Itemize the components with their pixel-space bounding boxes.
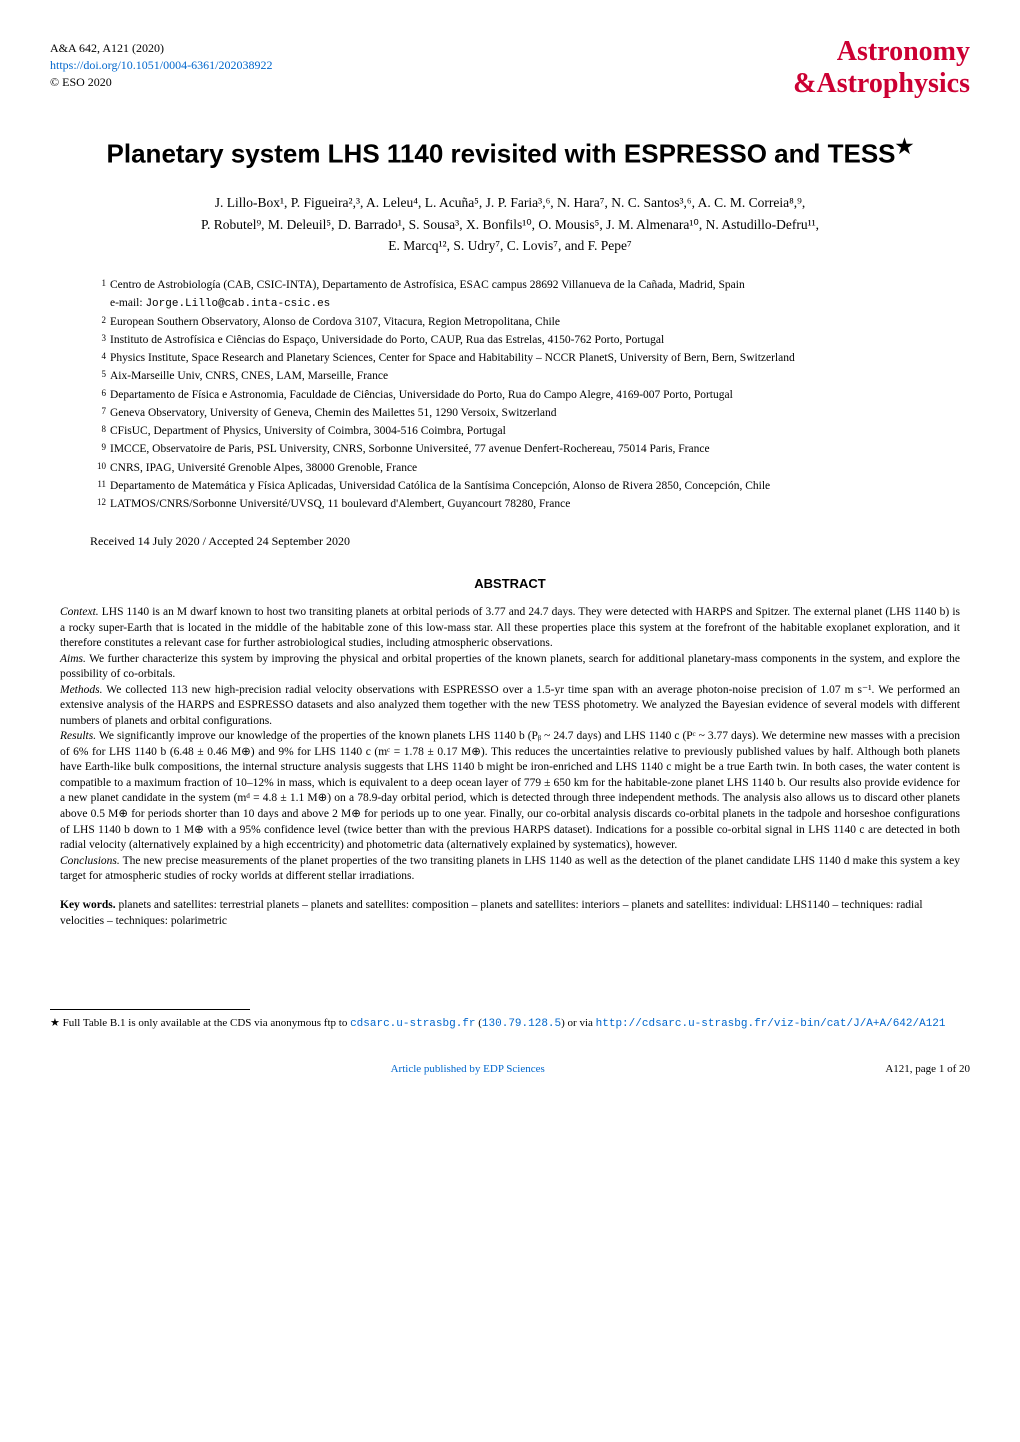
footnote-separator <box>50 1009 250 1010</box>
email-label: e-mail: <box>110 297 145 309</box>
affiliation-number: 12 <box>90 496 106 513</box>
footnote-link-ip[interactable]: 130.79.128.5 <box>482 1018 561 1030</box>
journal-logo: Astronomy &Astrophysics <box>793 40 970 103</box>
affiliation-number: 8 <box>90 423 106 440</box>
affiliation-number: 9 <box>90 441 106 458</box>
logo-top-text: Astronomy <box>837 36 970 67</box>
affiliation-item: 7 Geneva Observatory, University of Gene… <box>90 405 930 422</box>
affiliation-item: 2 European Southern Observatory, Alonso … <box>90 314 930 331</box>
authors-line-2: P. Robutel⁹, M. Deleuil⁵, D. Barrado¹, S… <box>50 214 970 236</box>
affiliation-text: Geneva Observatory, University of Geneva… <box>110 405 930 422</box>
footnote-link-cds[interactable]: cdsarc.u-strasbg.fr <box>350 1018 475 1030</box>
affiliation-item: e-mail: Jorge.Lillo@cab.inta-csic.es <box>90 295 930 313</box>
affiliation-item: 4 Physics Institute, Space Research and … <box>90 350 930 367</box>
authors-block: J. Lillo-Box¹, P. Figueira²,³, A. Leleu⁴… <box>50 192 970 257</box>
affiliation-text: CNRS, IPAG, Université Grenoble Alpes, 3… <box>110 460 930 477</box>
context-text: LHS 1140 is an M dwarf known to host two… <box>60 606 960 649</box>
journal-reference: A&A 642, A121 (2020) <box>50 40 272 57</box>
abstract-aims: Aims. We further characterize this syste… <box>60 652 960 683</box>
logo-astronomy: Astronomy <box>793 40 970 64</box>
abstract-results: Results. We significantly improve our kn… <box>60 729 960 853</box>
affiliation-text: LATMOS/CNRS/Sorbonne Université/UVSQ, 11… <box>110 496 930 513</box>
affiliation-number: 4 <box>90 350 106 367</box>
affiliation-number: 5 <box>90 368 106 385</box>
affiliation-item: 8 CFisUC, Department of Physics, Univers… <box>90 423 930 440</box>
affiliation-email-line: e-mail: Jorge.Lillo@cab.inta-csic.es <box>110 295 930 313</box>
affiliation-text: Instituto de Astrofísica e Ciências do E… <box>110 332 930 349</box>
copyright: © ESO 2020 <box>50 74 272 91</box>
paper-title: Planetary system LHS 1140 revisited with… <box>50 133 970 172</box>
aims-text: We further characterize this system by i… <box>60 653 960 681</box>
title-text: Planetary system LHS 1140 revisited with… <box>107 139 896 169</box>
affiliation-text: European Southern Observatory, Alonso de… <box>110 314 930 331</box>
results-text: We significantly improve our knowledge o… <box>60 730 960 851</box>
affiliation-item: 5 Aix-Marseille Univ, CNRS, CNES, LAM, M… <box>90 368 930 385</box>
affiliation-item: 11 Departamento de Matemática y Física A… <box>90 478 930 495</box>
affiliation-item: 3 Instituto de Astrofísica e Ciências do… <box>90 332 930 349</box>
affiliation-text: Centro de Astrobiología (CAB, CSIC-INTA)… <box>110 277 930 294</box>
logo-astrophysics: &Astrophysics <box>793 64 970 103</box>
results-label: Results. <box>60 730 96 742</box>
logo-bottom-text: Astrophysics <box>816 68 970 99</box>
authors-line-1: J. Lillo-Box¹, P. Figueira²,³, A. Leleu⁴… <box>50 192 970 214</box>
affiliation-number: 3 <box>90 332 106 349</box>
affiliation-item: 6 Departamento de Física e Astronomia, F… <box>90 387 930 404</box>
title-star-icon: ★ <box>896 136 914 158</box>
footnote-text-3: ) or via <box>561 1017 596 1029</box>
footnote-text-1: Full Table B.1 is only available at the … <box>60 1017 350 1029</box>
page-footer: Article published by EDP Sciences A121, … <box>50 1062 970 1077</box>
affiliation-number: 11 <box>90 478 106 495</box>
footer-page-number: A121, page 1 of 20 <box>885 1062 970 1077</box>
header-row: A&A 642, A121 (2020) https://doi.org/10.… <box>50 40 970 103</box>
email-address[interactable]: Jorge.Lillo@cab.inta-csic.es <box>145 298 330 310</box>
keywords-label: Key words. <box>60 899 116 911</box>
received-accepted-dates: Received 14 July 2020 / Accepted 24 Sept… <box>90 533 930 550</box>
keywords-text: planets and satellites: terrestrial plan… <box>60 899 923 927</box>
abstract-body: Context. LHS 1140 is an M dwarf known to… <box>60 605 960 884</box>
authors-line-3: E. Marcq¹², S. Udry⁷, C. Lovis⁷, and F. … <box>50 235 970 257</box>
footnote: ★ Full Table B.1 is only available at th… <box>50 1016 970 1032</box>
header-left: A&A 642, A121 (2020) https://doi.org/10.… <box>50 40 272 90</box>
abstract-methods: Methods. We collected 113 new high-preci… <box>60 683 960 730</box>
affiliation-text: Departamento de Física e Astronomia, Fac… <box>110 387 930 404</box>
conclusions-text: The new precise measurements of the plan… <box>60 855 960 883</box>
footer-publisher-link[interactable]: Article published by EDP Sciences <box>391 1062 545 1077</box>
affiliations-list: 1 Centro de Astrobiología (CAB, CSIC-INT… <box>90 277 930 514</box>
abstract-conclusions: Conclusions. The new precise measurement… <box>60 854 960 885</box>
affiliation-number: 1 <box>90 277 106 294</box>
affiliation-item: 9 IMCCE, Observatoire de Paris, PSL Univ… <box>90 441 930 458</box>
affiliation-number <box>90 295 106 313</box>
affiliation-text: CFisUC, Department of Physics, Universit… <box>110 423 930 440</box>
affiliation-text: Physics Institute, Space Research and Pl… <box>110 350 930 367</box>
affiliation-text: IMCCE, Observatoire de Paris, PSL Univer… <box>110 441 930 458</box>
affiliation-item: 1 Centro de Astrobiología (CAB, CSIC-INT… <box>90 277 930 294</box>
affiliation-item: 12 LATMOS/CNRS/Sorbonne Université/UVSQ,… <box>90 496 930 513</box>
affiliation-number: 6 <box>90 387 106 404</box>
affiliation-text: Aix-Marseille Univ, CNRS, CNES, LAM, Mar… <box>110 368 930 385</box>
abstract-header: ABSTRACT <box>50 575 970 593</box>
logo-ampersand: & <box>793 68 816 99</box>
affiliation-number: 2 <box>90 314 106 331</box>
abstract-context: Context. LHS 1140 is an M dwarf known to… <box>60 605 960 652</box>
doi-link[interactable]: https://doi.org/10.1051/0004-6361/202038… <box>50 58 272 72</box>
affiliation-text: Departamento de Matemática y Física Apli… <box>110 478 930 495</box>
affiliation-number: 7 <box>90 405 106 422</box>
affiliation-item: 10 CNRS, IPAG, Université Grenoble Alpes… <box>90 460 930 477</box>
aims-label: Aims. <box>60 653 86 665</box>
methods-text: We collected 113 new high-precision radi… <box>60 684 960 727</box>
footnote-link-vizier[interactable]: http://cdsarc.u-strasbg.fr/viz-bin/cat/J… <box>596 1018 946 1030</box>
keywords-block: Key words. planets and satellites: terre… <box>60 897 960 929</box>
methods-label: Methods. <box>60 684 102 696</box>
context-label: Context. <box>60 606 99 618</box>
footnote-star-icon: ★ <box>50 1017 60 1029</box>
affiliation-number: 10 <box>90 460 106 477</box>
conclusions-label: Conclusions. <box>60 855 120 867</box>
